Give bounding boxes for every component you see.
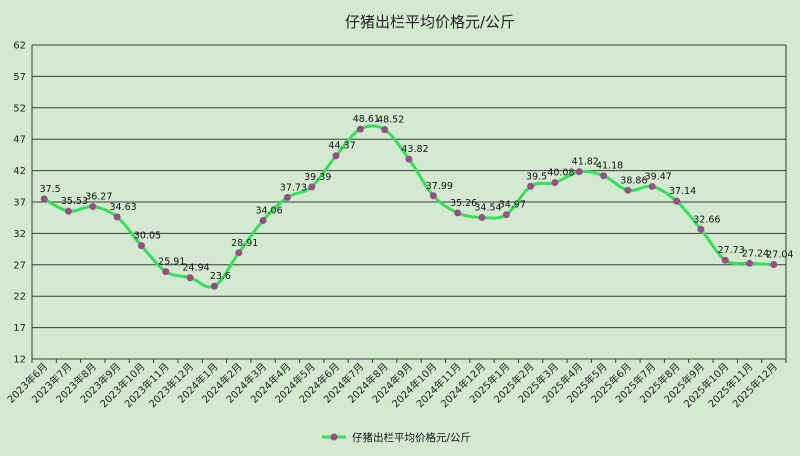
data-label: 37.5 [40, 184, 61, 195]
data-label: 35.53 [61, 196, 88, 207]
data-point [162, 268, 170, 276]
legend-marker-swatch [330, 433, 338, 441]
data-label: 27.04 [766, 250, 793, 261]
data-label: 38.86 [620, 175, 647, 186]
data-label: 34.54 [474, 202, 501, 213]
data-point [575, 168, 583, 176]
grid-layer [32, 44, 786, 360]
y-tick-label: 27 [13, 260, 26, 271]
legend: 仔猪出栏平均价格元/公斤 [322, 431, 471, 444]
data-label: 39.5 [526, 171, 547, 182]
data-point [648, 182, 656, 190]
data-label: 32.66 [693, 214, 720, 225]
data-point [624, 186, 632, 194]
data-label: 27.24 [742, 248, 769, 259]
data-label: 48.61 [353, 114, 380, 125]
data-point [527, 182, 535, 190]
axis-layer: 12172227323742475257622023年6月2023年7月2023… [4, 41, 787, 410]
data-label: 23.6 [210, 271, 231, 282]
data-point [600, 172, 608, 180]
data-label: 43.82 [401, 144, 428, 155]
y-tick-label: 47 [13, 135, 26, 146]
data-point [551, 179, 559, 187]
data-point [356, 125, 364, 133]
data-point [40, 195, 48, 203]
data-point [721, 256, 729, 264]
data-point [259, 216, 267, 224]
data-label: 37.14 [669, 186, 696, 197]
data-label: 25.91 [158, 257, 185, 268]
data-point [332, 152, 340, 160]
data-point [502, 211, 510, 219]
data-label: 35.26 [450, 198, 477, 209]
data-label: 27.73 [718, 245, 745, 256]
y-tick-label: 42 [13, 166, 26, 177]
data-point [381, 126, 389, 134]
data-label: 39.47 [645, 171, 672, 182]
data-point [64, 207, 72, 215]
y-tick-label: 62 [13, 41, 26, 52]
data-point [308, 183, 316, 191]
legend-label: 仔猪出栏平均价格元/公斤 [352, 431, 471, 444]
data-point [113, 213, 121, 221]
y-tick-label: 12 [13, 355, 26, 366]
data-label: 41.82 [572, 157, 599, 168]
data-point [137, 242, 145, 250]
data-label: 24.94 [182, 263, 209, 274]
data-point [235, 249, 243, 257]
data-point [697, 225, 705, 233]
data-label: 48.52 [377, 115, 404, 126]
data-point [186, 274, 194, 282]
y-tick-label: 22 [13, 292, 26, 303]
data-point [478, 213, 486, 221]
data-point [454, 209, 462, 217]
y-tick-label: 17 [13, 323, 26, 334]
data-label: 37.73 [280, 182, 307, 193]
y-tick-label: 52 [13, 103, 26, 114]
chart-title: 仔猪出栏平均价格元/公斤 [345, 13, 515, 31]
series-layer [40, 124, 778, 290]
y-tick-label: 37 [13, 198, 26, 209]
data-point [89, 203, 97, 211]
data-point [673, 197, 681, 205]
data-point [770, 261, 778, 269]
data-label: 36.27 [85, 192, 112, 203]
y-tick-label: 32 [13, 229, 26, 240]
data-label: 30.05 [134, 231, 161, 242]
data-label: 34.97 [499, 200, 526, 211]
data-point [405, 155, 413, 163]
data-label: 34.06 [255, 205, 282, 216]
data-label: 39.39 [304, 172, 331, 183]
data-label: 40.08 [547, 168, 574, 179]
data-label: 37.99 [426, 181, 453, 192]
data-label: 34.63 [110, 202, 137, 213]
y-tick-label: 57 [13, 72, 26, 83]
data-label: 44.37 [328, 141, 355, 152]
data-point [210, 282, 218, 290]
data-point [283, 193, 291, 201]
data-label: 28.91 [231, 238, 258, 249]
data-point [429, 192, 437, 200]
data-label: 41.18 [596, 161, 623, 172]
data-point [746, 259, 754, 267]
